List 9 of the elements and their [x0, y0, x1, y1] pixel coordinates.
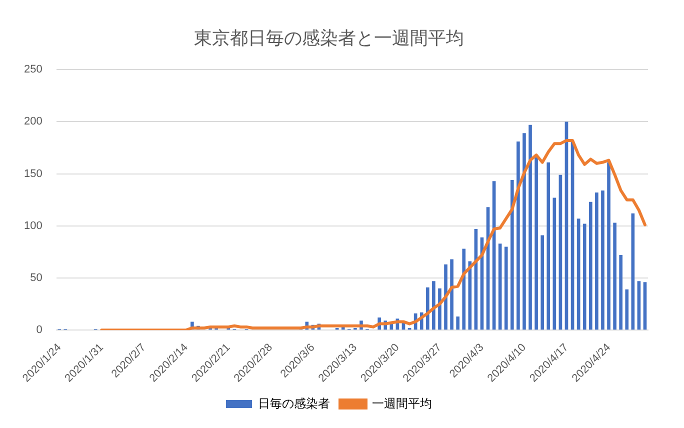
legend-label: 日毎の感染者 — [258, 396, 330, 410]
y-tick-label: 100 — [24, 220, 42, 232]
y-tick-label: 50 — [30, 272, 42, 284]
y-tick-label: 0 — [36, 324, 42, 336]
y-tick-label: 200 — [24, 116, 42, 128]
chart-title: 東京都日毎の感染者と一週間平均 — [194, 28, 464, 48]
y-tick-label: 250 — [24, 64, 42, 76]
legend-label: 一週間平均 — [372, 396, 432, 410]
y-tick-label: 150 — [24, 168, 42, 180]
